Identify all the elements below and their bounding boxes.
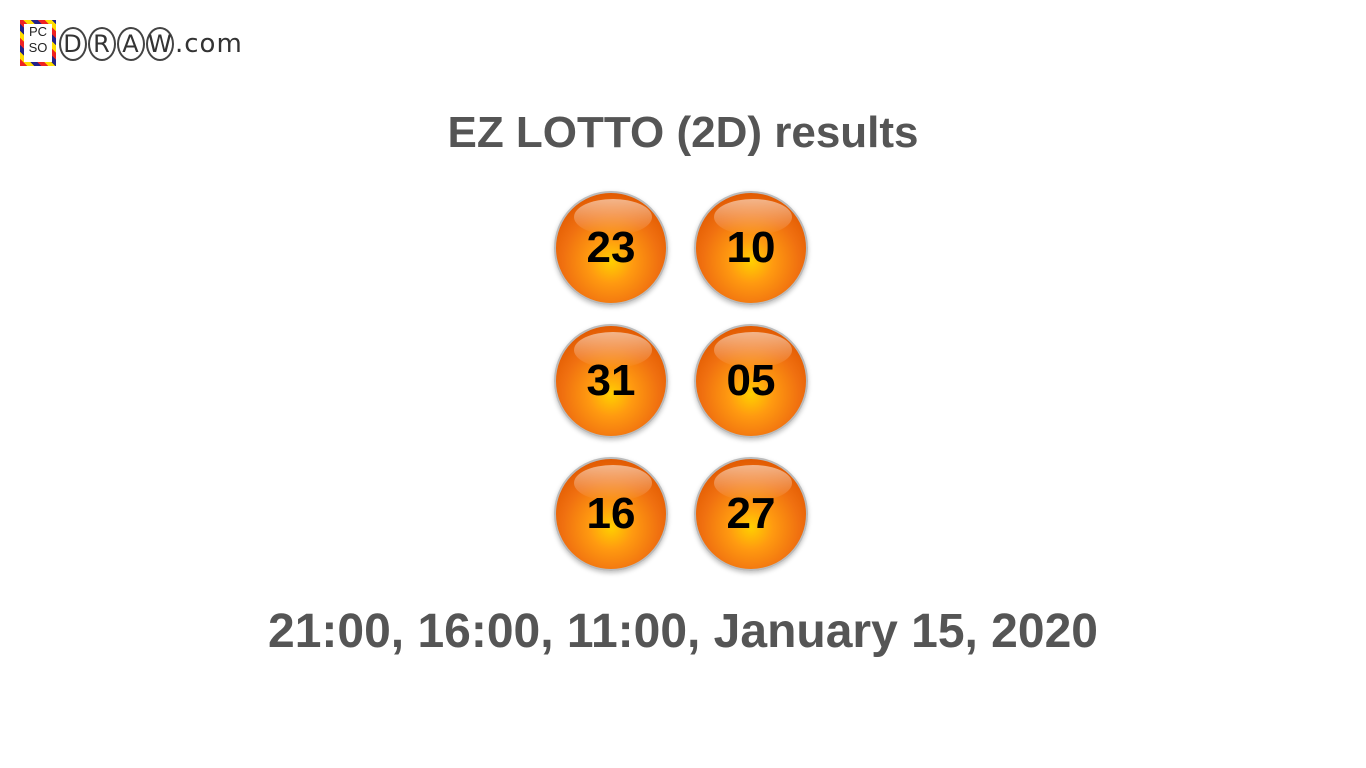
logo-letter: W (146, 27, 174, 61)
logo-line2: SO (28, 40, 48, 55)
pcso-logo-icon: PC SO (20, 20, 56, 66)
site-logo[interactable]: PC SO D R A W.com (20, 20, 243, 66)
ball-number: 16 (586, 489, 636, 538)
lotto-ball: 16 (554, 457, 668, 571)
ball-number: 10 (726, 223, 776, 272)
logo-letter: D (59, 27, 87, 61)
page-title: EZ LOTTO (2D) results (447, 108, 919, 157)
ball-number: 23 (586, 223, 636, 272)
logo-line1: PC (28, 24, 48, 39)
logo-text: D R A W.com (59, 25, 243, 61)
ball-number: 27 (726, 489, 776, 538)
lotto-ball: 05 (694, 324, 808, 438)
logo-suffix: .com (175, 29, 243, 59)
lotto-ball: 10 (694, 191, 808, 305)
draw-date: 21:00, 16:00, 11:00, January 15, 2020 (268, 605, 1098, 658)
lotto-ball: 23 (554, 191, 668, 305)
logo-letter: A (117, 27, 145, 61)
lotto-ball: 27 (694, 457, 808, 571)
logo-letter: R (88, 27, 116, 61)
ball-number: 05 (726, 356, 776, 405)
lotto-ball: 31 (554, 324, 668, 438)
ball-number: 31 (586, 356, 636, 405)
